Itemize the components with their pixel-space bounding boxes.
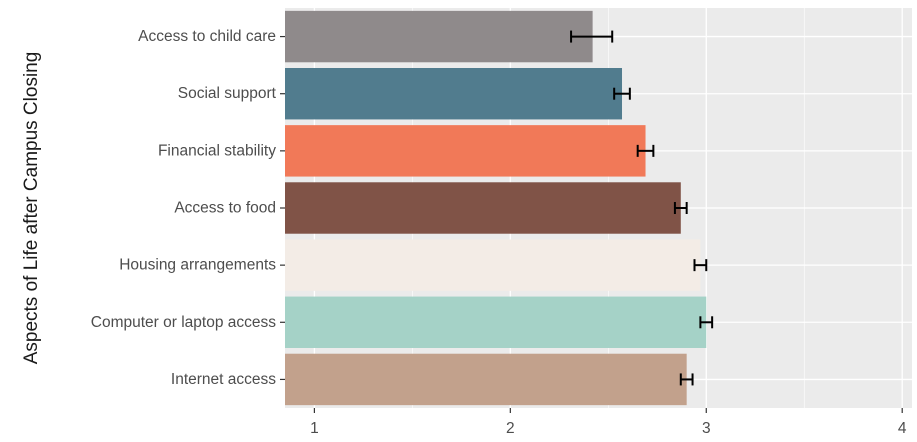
- error-bars: [570, 30, 714, 386]
- bar-1: [285, 68, 623, 120]
- x-tick-label: 4: [898, 420, 907, 437]
- x-tick-label: 2: [506, 420, 515, 437]
- bar-2: [285, 125, 646, 177]
- bar-3: [285, 182, 681, 234]
- x-tick-label: 3: [702, 420, 711, 437]
- bars: [285, 10, 707, 406]
- error-bar-6: [679, 373, 694, 386]
- y-axis-title: Aspects of Life after Campus Closing: [21, 52, 42, 365]
- bar-5: [285, 296, 707, 348]
- bar-4: [285, 239, 701, 291]
- bar-0: [285, 10, 593, 63]
- y-tick-label: Financial stability: [158, 142, 276, 159]
- y-tick-label: Social support: [178, 85, 277, 102]
- error-bar-5: [699, 316, 714, 329]
- error-bar-3: [673, 202, 688, 214]
- y-tick-label: Computer or laptop access: [91, 314, 276, 331]
- y-tick-label: Internet access: [171, 371, 276, 388]
- y-tick-label: Access to child care: [138, 28, 276, 45]
- bar-6: [285, 353, 687, 406]
- error-bar-0: [570, 30, 614, 43]
- error-bar-4: [693, 259, 708, 272]
- y-tick-label: Housing arrangements: [119, 257, 276, 274]
- x-axis-ticks: 1 2 3 4: [310, 408, 907, 437]
- error-bar-1: [613, 87, 631, 100]
- x-tick-label: 1: [310, 420, 319, 437]
- error-bar-2: [636, 144, 655, 157]
- y-tick-label: Access to food: [174, 200, 276, 217]
- y-axis-ticks: Access to child care Social support Financ…: [91, 28, 285, 388]
